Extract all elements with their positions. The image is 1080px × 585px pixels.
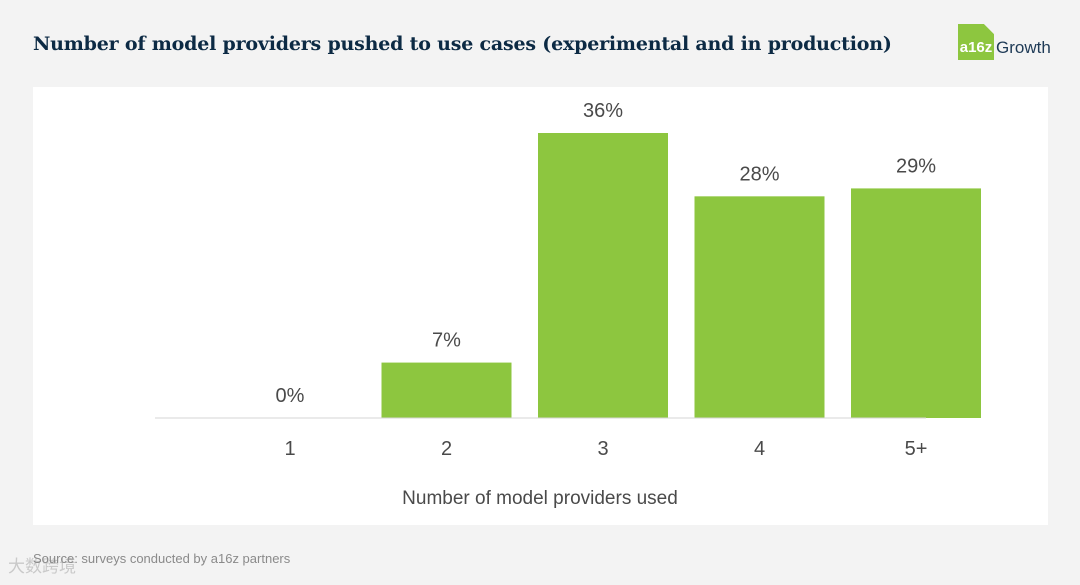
data-label-1: 0%: [276, 385, 305, 407]
logo-text: Growth: [996, 38, 1051, 57]
bar-5+: [851, 188, 981, 418]
bars-group: [381, 133, 981, 418]
bar-4: [694, 196, 825, 418]
bar-3: [538, 133, 668, 418]
x-tick-label-5+: 5+: [905, 438, 928, 460]
data-label-5+: 29%: [896, 155, 936, 177]
chart-card: 0% 1 7% 2 36% 3 28% 4 29% 5+ Number of model prov…: [33, 87, 1048, 525]
x-tick-label-3: 3: [597, 438, 608, 460]
data-label-4: 28%: [739, 163, 779, 185]
labels-group: 0% 1 7% 2 36% 3 28% 4 29% 5+: [276, 100, 937, 460]
bar-chart: 0% 1 7% 2 36% 3 28% 4 29% 5+ Number of model prov…: [155, 100, 981, 509]
logo-mark: a16z: [958, 24, 994, 60]
data-label-3: 36%: [583, 100, 623, 122]
chart-title: Number of model providers pushed to use …: [33, 33, 892, 55]
x-tick-label-1: 1: [284, 438, 295, 460]
data-label-2: 7%: [432, 330, 461, 352]
watermark: 大数跨境: [8, 557, 76, 576]
source-note: Source: surveys conducted by a16z partne…: [33, 551, 291, 566]
x-tick-label-4: 4: [754, 438, 765, 460]
bar-2: [381, 362, 512, 418]
x-axis-label: Number of model providers used: [402, 488, 678, 509]
x-tick-label-2: 2: [441, 438, 452, 460]
